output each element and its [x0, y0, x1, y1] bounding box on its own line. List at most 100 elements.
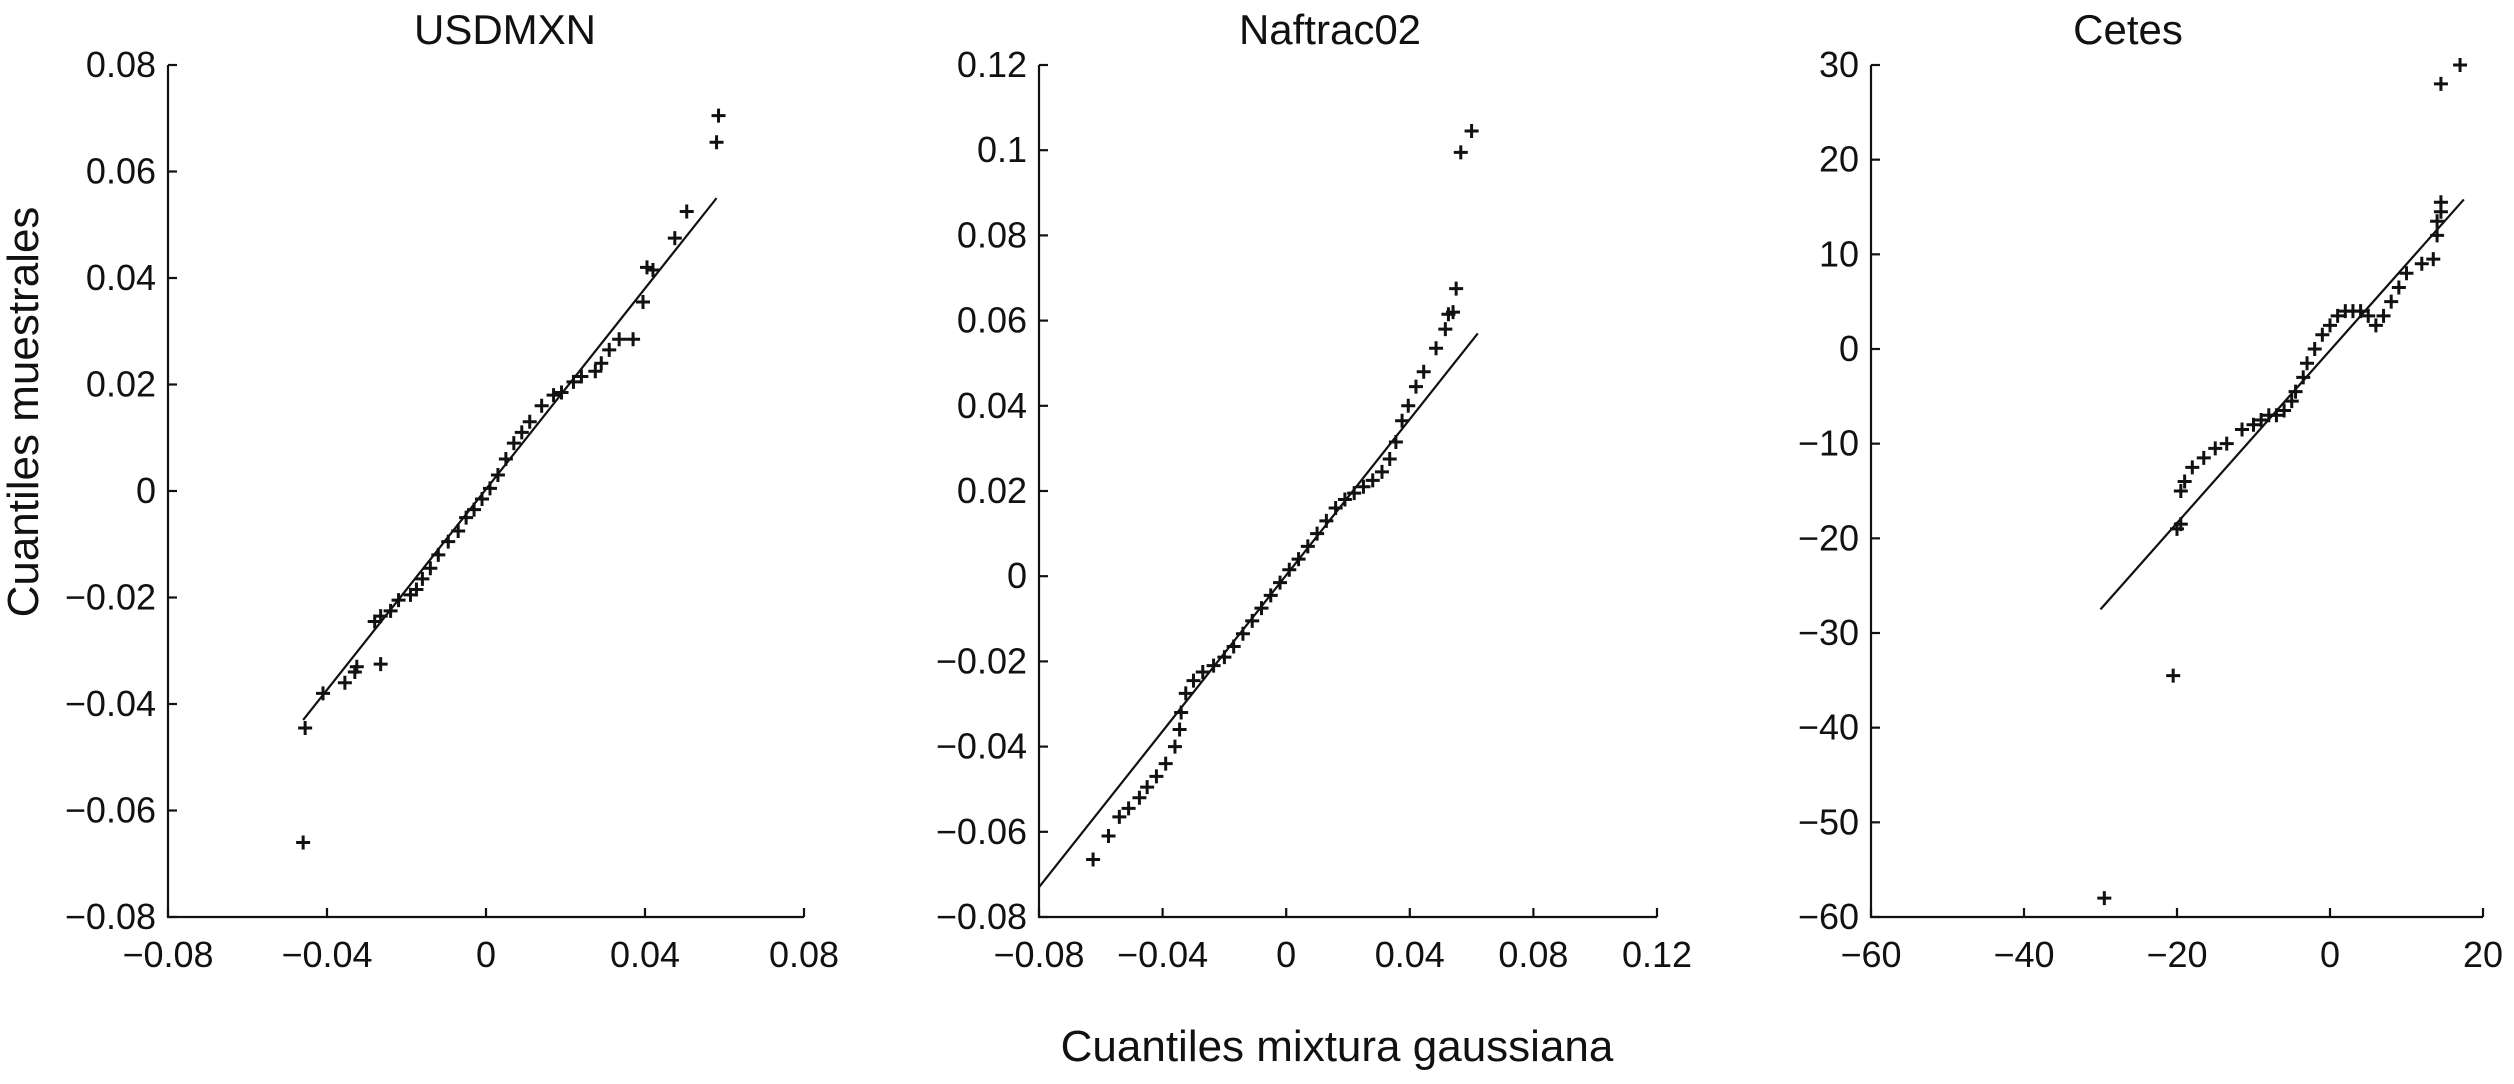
data-point-naftrac02 [1446, 305, 1461, 320]
data-point-usdmxn [679, 204, 694, 219]
data-point-cetes [2426, 252, 2441, 267]
y-axis-title: Cuantiles muestrales [0, 207, 48, 618]
x-tick-label-cetes: −40 [1993, 934, 2054, 975]
data-point-usdmxn [482, 481, 497, 496]
x-tick-label-usdmxn: 0 [476, 934, 496, 975]
data-point-naftrac02 [1449, 281, 1464, 296]
data-point-cetes [2097, 891, 2112, 906]
data-point-usdmxn [391, 593, 406, 608]
data-point-usdmxn [451, 523, 466, 538]
data-point-usdmxn [431, 547, 446, 562]
y-tick-label-cetes: 0 [1839, 328, 1859, 369]
plot-area-naftrac02: −0.08 −0.06 −0.04 −0.02 0 0.02 0.04 0.06 0.08 0.1… [936, 44, 1692, 975]
y-tick-label-cetes: 10 [1819, 233, 1859, 274]
data-point-cetes [2177, 474, 2192, 489]
data-point-cetes [2185, 460, 2200, 475]
x-tick-label-naftrac02: 0.08 [1498, 934, 1568, 975]
data-point-cetes [2361, 308, 2376, 323]
data-point-cetes [2453, 58, 2468, 72]
data-point-naftrac02 [1291, 552, 1306, 567]
y-tick-label-cetes: 20 [1819, 139, 1859, 180]
data-point-usdmxn [612, 332, 627, 347]
y-tick-label-usdmxn: 0 [136, 470, 156, 511]
data-point-usdmxn [546, 388, 561, 403]
y-tick-label-usdmxn: −0.06 [65, 790, 156, 831]
data-point-cetes [2246, 417, 2261, 432]
data-point-naftrac02 [1453, 145, 1468, 160]
reference-line-naftrac02 [1038, 332, 1479, 888]
data-point-usdmxn [554, 385, 569, 400]
data-point-naftrac02 [1174, 705, 1189, 720]
data-point-usdmxn [373, 657, 388, 672]
y-tick-label-naftrac02: 0.08 [957, 214, 1027, 255]
panel-naftrac02: Naftrac02 −0.08 −0.06 −0.04 −0.02 0 0.02 0.04 0… [936, 6, 1692, 975]
data-point-cetes [2173, 484, 2188, 498]
data-point-usdmxn [296, 835, 311, 850]
data-point-naftrac02 [1374, 464, 1389, 479]
data-point-naftrac02 [1206, 658, 1221, 673]
data-point-usdmxn [602, 342, 617, 357]
data-point-naftrac02 [1167, 739, 1182, 754]
plot-area-usdmxn: −0.08 −0.06 −0.04 −0.02 0 0.02 0.04 0.06 0.08 −0.… [65, 44, 839, 975]
data-point-naftrac02 [1112, 809, 1127, 824]
data-point-cetes [2269, 408, 2284, 423]
data-point-cetes [2384, 294, 2399, 309]
y-tick-label-usdmxn: −0.02 [65, 577, 156, 618]
y-tick-label-usdmxn: 0.06 [86, 151, 156, 192]
x-tick-label-naftrac02: −0.04 [1117, 934, 1208, 975]
data-point-usdmxn [415, 571, 430, 586]
data-point-usdmxn [459, 510, 474, 525]
data-point-cetes [2173, 517, 2188, 532]
data-point-usdmxn [441, 534, 456, 549]
y-tick-label-naftrac02: −0.06 [936, 811, 1027, 852]
data-point-naftrac02 [1429, 341, 1444, 356]
data-point-naftrac02 [1226, 639, 1241, 654]
data-point-cetes [2166, 668, 2181, 683]
plot-area-cetes: −60 −50 −40 −30 −20 −10 0 10 20 30 −60 −40 −20 0 20 [1798, 44, 2503, 975]
data-point-naftrac02 [1235, 626, 1250, 641]
data-point-cetes [2196, 450, 2211, 465]
data-point-usdmxn [467, 502, 482, 517]
data-point-cetes [2433, 76, 2448, 91]
data-point-cetes [2300, 356, 2315, 371]
x-tick-label-usdmxn: 0.08 [769, 934, 839, 975]
data-point-cetes [2307, 342, 2322, 356]
data-point-usdmxn [490, 468, 505, 483]
data-point-naftrac02 [1401, 398, 1416, 413]
data-point-naftrac02 [1395, 413, 1410, 428]
data-point-usdmxn [506, 436, 521, 451]
data-point-naftrac02 [1356, 479, 1371, 494]
data-point-usdmxn [588, 364, 603, 379]
x-tick-label-cetes: 0 [2320, 934, 2340, 975]
data-point-cetes [2284, 394, 2299, 409]
data-point-usdmxn [383, 603, 398, 618]
data-point-naftrac02 [1121, 801, 1136, 816]
data-point-naftrac02 [1186, 673, 1201, 688]
data-point-cetes [2219, 436, 2234, 451]
y-tick-label-cetes: −20 [1798, 517, 1859, 558]
data-point-naftrac02 [1300, 539, 1315, 554]
y-tick-label-cetes: 30 [1819, 44, 1859, 85]
data-point-usdmxn [645, 263, 660, 278]
panel-usdmxn: USDMXN −0.08 −0.06 −0.04 −0.02 0 0.02 0.04 0.06… [65, 6, 839, 975]
data-point-naftrac02 [1101, 829, 1116, 844]
x-tick-label-naftrac02: 0 [1276, 934, 1296, 975]
data-point-usdmxn [594, 356, 609, 371]
y-tick-label-naftrac02: −0.08 [936, 896, 1027, 937]
y-tick-label-cetes: −50 [1798, 801, 1859, 842]
data-point-naftrac02 [1310, 526, 1325, 541]
data-point-naftrac02 [1408, 379, 1423, 394]
data-point-naftrac02 [1337, 492, 1352, 507]
data-point-usdmxn [636, 294, 651, 309]
y-tick-label-cetes: −30 [1798, 612, 1859, 653]
y-tick-label-naftrac02: 0.12 [957, 44, 1027, 85]
x-axis-title: Cuantiles mixtura gaussiana [1061, 1022, 1614, 1071]
data-point-cetes [2399, 266, 2414, 281]
x-tick-label-cetes: −60 [1840, 934, 1901, 975]
data-point-usdmxn [298, 720, 313, 735]
data-point-naftrac02 [1382, 452, 1397, 467]
data-point-naftrac02 [1132, 790, 1147, 805]
data-point-usdmxn [667, 231, 682, 246]
reference-line-cetes [2099, 198, 2465, 611]
